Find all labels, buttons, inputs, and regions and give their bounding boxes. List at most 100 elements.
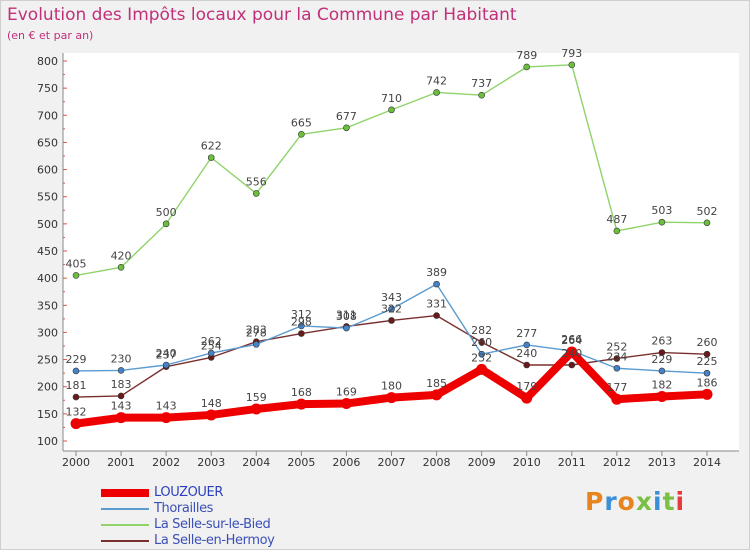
data-point [478,91,485,99]
data-point [568,361,576,369]
data-label: 278 [246,326,267,339]
legend-label: La Selle-sur-le-Bied [154,517,271,532]
legend-label: Thorailles [154,501,214,516]
data-label: 169 [336,386,357,399]
data-point [205,409,217,421]
data-label: 793 [561,47,582,60]
data-point [160,412,172,424]
y-tick-label: 800 [37,55,58,68]
y-tick-label: 350 [37,299,58,312]
data-point [658,367,666,375]
x-tick-label: 2004 [242,456,270,469]
data-point [388,317,395,324]
y-tick-label: 600 [37,164,58,177]
data-label: 322 [381,302,402,315]
data-label: 225 [697,355,718,368]
data-point [343,324,350,332]
data-label: 185 [426,377,447,390]
legend-swatch [101,540,149,542]
data-point [656,390,668,402]
data-point [613,227,621,235]
x-tick-label: 2014 [693,456,721,469]
data-point [433,312,440,319]
data-label: 277 [516,327,537,340]
data-label: 132 [66,406,87,419]
y-tick-label: 700 [37,109,58,122]
y-tick-label: 400 [37,272,58,285]
x-tick-label: 2011 [558,456,586,469]
data-point [72,393,80,401]
data-label: 182 [651,378,672,391]
data-label: 186 [697,376,718,389]
proxiti-logo: Proxiti [585,487,685,516]
data-label: 180 [381,380,402,393]
data-label: 229 [651,353,672,366]
data-label: 283 [246,324,267,337]
data-point [252,341,260,348]
data-point [431,389,443,401]
data-point [523,63,531,71]
data-label: 503 [651,204,672,217]
data-point [72,272,80,279]
data-label: 677 [336,110,357,123]
y-tick-label: 550 [37,191,58,204]
data-point [252,190,260,197]
data-label: 254 [201,339,222,352]
data-label: 262 [201,335,222,348]
logo-letter: i [675,487,686,516]
x-tick-label: 2007 [378,456,406,469]
x-tick-label: 2002 [152,456,180,469]
data-point [343,124,350,132]
data-label: 240 [561,347,582,360]
data-label: 237 [156,349,177,362]
data-point [703,350,711,358]
logo-letter: o [617,487,636,516]
data-label: 331 [426,298,447,311]
data-point [250,403,262,415]
logo-letter: i [653,487,663,516]
logo-letter: t [662,487,676,516]
data-label: 230 [111,352,132,365]
logo-letter: x [635,487,653,516]
data-point [701,388,713,400]
data-point [115,412,127,424]
data-label: 737 [471,77,492,90]
data-label: 264 [561,334,582,347]
data-point [476,363,488,375]
data-point [298,322,305,330]
data-label: 502 [697,205,718,218]
data-point [613,355,621,362]
data-label: 312 [291,308,312,321]
data-point [523,341,531,349]
y-tick-label: 100 [37,435,58,448]
data-point [703,369,711,377]
y-tick-label: 450 [37,245,58,258]
legend-swatch [101,524,149,526]
data-point [478,350,485,358]
data-label: 240 [516,347,537,360]
data-label: 234 [606,350,627,363]
y-tick-label: 750 [37,82,58,95]
y-tick-label: 200 [37,381,58,394]
data-label: 710 [381,92,402,105]
data-point [162,220,170,228]
y-tick-label: 300 [37,326,58,339]
y-tick-label: 650 [37,136,58,149]
chart-subtitle: (en € et par an) [7,29,94,42]
x-tick-label: 2006 [332,456,360,469]
plot-area [63,53,739,451]
x-tick-label: 2001 [107,456,135,469]
data-label: 789 [516,49,537,62]
data-label: 282 [471,324,492,337]
data-point [72,367,80,375]
data-point [295,398,307,410]
data-label: 240 [156,347,177,360]
data-label: 143 [156,400,177,413]
data-point [523,361,531,369]
data-point [566,346,578,358]
data-label: 665 [291,116,312,129]
data-point [117,263,125,271]
data-point [207,154,215,161]
legend-swatch [101,489,149,497]
x-tick-label: 2008 [423,456,451,469]
